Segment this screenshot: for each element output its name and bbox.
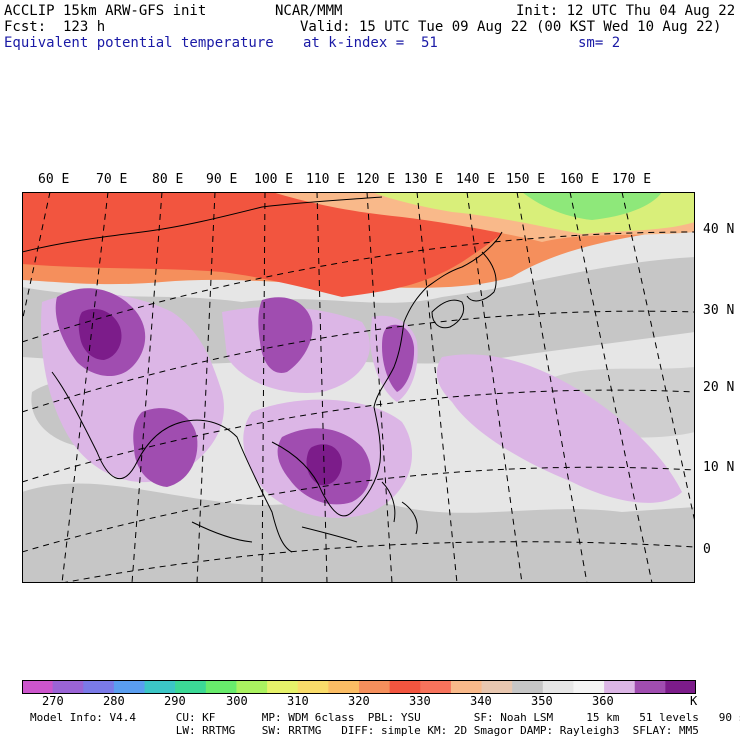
colorbar-cell — [328, 680, 360, 694]
cbar-label-290: 290 — [164, 694, 186, 708]
gray-patch-south — [22, 483, 695, 583]
cbar-label-360: 360 — [592, 694, 614, 708]
center-title: NCAR/MMM — [275, 3, 343, 19]
model-title: ACCLIP 15km ARW-GFS init — [4, 3, 207, 19]
forecast-hour: Fcst: 123 h — [4, 19, 106, 35]
colorbar-cell — [52, 680, 84, 694]
lon-label-150e: 150 E — [506, 172, 546, 187]
lat-label-20n: 20 N — [703, 380, 735, 395]
lon-label-160e: 160 E — [560, 172, 600, 187]
model-info-line2: LW: RRTMG SW: RRTMG DIFF: simple KM: 2D … — [30, 724, 699, 737]
cbar-label-350: 350 — [531, 694, 553, 708]
field-name: Equivalent potential temperature — [4, 35, 274, 51]
longitude-gridlines — [22, 192, 695, 583]
colorbar-cell — [634, 680, 666, 694]
colorbar-cell — [22, 680, 54, 694]
map-frame — [22, 192, 695, 583]
colorbar-cell — [236, 680, 268, 694]
green-region — [522, 192, 662, 220]
dark-purple-indochina — [306, 444, 342, 486]
lat-label-30n: 30 N — [703, 303, 735, 318]
lon-label-140e: 140 E — [456, 172, 496, 187]
coastlines — [22, 196, 503, 553]
cbar-label-280: 280 — [103, 694, 125, 708]
latitude-gridlines — [22, 231, 695, 583]
cbar-label-330: 330 — [409, 694, 431, 708]
valid-time: Valid: 15 UTC Tue 09 Aug 22 (00 KST Wed … — [300, 19, 722, 35]
purple-bay-of-bengal — [133, 408, 198, 487]
theta-e-map — [22, 192, 695, 583]
colorbar-cell — [359, 680, 391, 694]
lon-label-130e: 130 E — [404, 172, 444, 187]
colorbar-cell — [573, 680, 605, 694]
lon-label-110e: 110 E — [306, 172, 346, 187]
lon-label-80e: 80 E — [152, 172, 184, 187]
model-info-line1: Model Info: V4.4 CU: KF MP: WDM 6class P… — [30, 711, 740, 724]
colorbar-cell — [389, 680, 421, 694]
init-time: Init: 12 UTC Thu 04 Aug 22 — [516, 3, 736, 19]
lon-label-170e: 170 E — [612, 172, 652, 187]
colorbar-cell — [144, 680, 176, 694]
lon-label-120e: 120 E — [356, 172, 396, 187]
cbar-label-300: 300 — [226, 694, 248, 708]
colorbar-cell — [297, 680, 329, 694]
colorbar-cell — [604, 680, 636, 694]
lon-label-100e: 100 E — [254, 172, 294, 187]
cbar-unit: K — [690, 694, 698, 708]
colorbar — [22, 680, 696, 694]
colorbar-cell — [175, 680, 207, 694]
lat-label-40n: 40 N — [703, 222, 735, 237]
lat-label-10n: 10 N — [703, 460, 735, 475]
colorbar-cell — [512, 680, 544, 694]
colorbar-cell — [83, 680, 115, 694]
lavender-pacific — [436, 354, 682, 503]
level-label: at k-index = 51 — [303, 35, 438, 51]
colorbar-cell — [113, 680, 146, 694]
cbar-label-310: 310 — [287, 694, 309, 708]
colorbar-cell — [481, 680, 513, 694]
lat-label-equator: 0 — [703, 542, 711, 557]
lon-label-60e: 60 E — [38, 172, 70, 187]
purple-southchina — [258, 297, 313, 373]
smoothing-label: sm= 2 — [578, 35, 621, 51]
cbar-label-270: 270 — [42, 694, 64, 708]
colorbar-cell — [205, 680, 237, 694]
cbar-label-320: 320 — [348, 694, 370, 708]
cbar-label-340: 340 — [470, 694, 492, 708]
colorbar-cell — [665, 680, 696, 694]
colorbar-cell — [450, 680, 483, 694]
colorbar-cell — [267, 680, 299, 694]
colorbar-cell — [542, 680, 574, 694]
lon-label-70e: 70 E — [96, 172, 128, 187]
lon-label-90e: 90 E — [206, 172, 238, 187]
colorbar-cell — [420, 680, 452, 694]
